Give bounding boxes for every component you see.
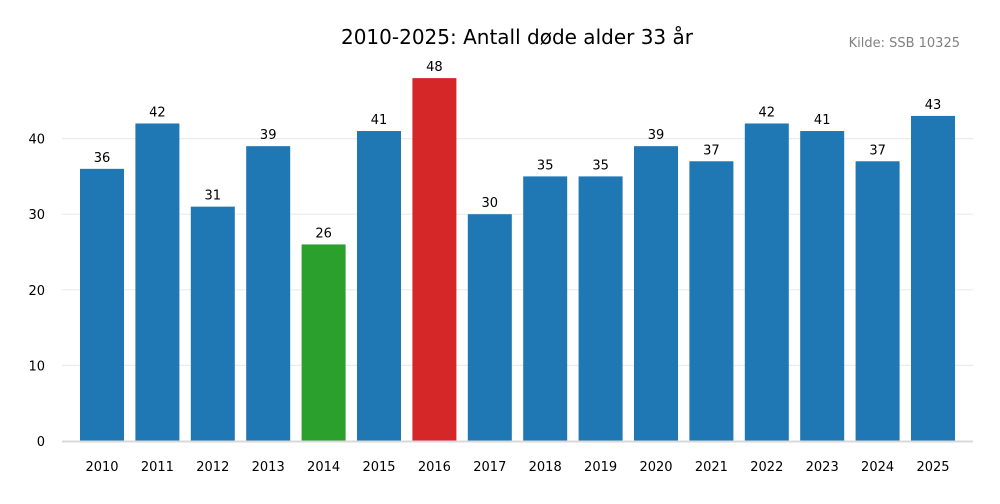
- x-tick-label-2022: 2022: [750, 460, 783, 475]
- y-tick-label: 30: [28, 208, 45, 223]
- bar-2019: [578, 176, 623, 441]
- y-tick-label: 0: [37, 435, 45, 450]
- bar-2017: [467, 214, 512, 441]
- value-label-2025: 43: [925, 98, 942, 113]
- value-label-2022: 42: [759, 105, 776, 120]
- x-tick-label-2024: 2024: [861, 460, 894, 475]
- value-label-2023: 41: [814, 113, 831, 128]
- value-label-2015: 41: [371, 113, 388, 128]
- y-tick-label: 40: [28, 133, 45, 148]
- x-tick-label-2011: 2011: [141, 460, 174, 475]
- x-tick-label-2018: 2018: [529, 460, 562, 475]
- x-tick-label-2021: 2021: [695, 460, 728, 475]
- x-tick-label-2019: 2019: [584, 460, 617, 475]
- x-tick-label-2017: 2017: [473, 460, 506, 475]
- value-label-2013: 39: [260, 128, 277, 143]
- bar-2013: [246, 146, 291, 441]
- bar-2014: [301, 244, 346, 441]
- bar-2015: [357, 131, 401, 442]
- y-tick-label: 20: [28, 284, 45, 299]
- x-tick-label-2010: 2010: [85, 460, 118, 475]
- bar-2022: [744, 123, 789, 441]
- bar-2023: [800, 131, 845, 442]
- value-label-2020: 39: [648, 128, 665, 143]
- bar-2016: [412, 78, 457, 442]
- data-labels: 36 42 31 39 26 41 48 30 35 35 39 37 42 41 37 43: [94, 60, 942, 241]
- x-tick-label-2023: 2023: [806, 460, 839, 475]
- x-tick-label-2014: 2014: [307, 460, 340, 475]
- bar-2011: [135, 123, 180, 441]
- y-axis-ticks: 0 10 20 30 40: [28, 133, 45, 450]
- bar-2021: [689, 161, 734, 441]
- value-label-2012: 31: [205, 189, 222, 204]
- y-tick-label: 10: [28, 359, 45, 374]
- x-tick-label-2012: 2012: [196, 460, 229, 475]
- value-label-2019: 35: [592, 158, 609, 173]
- value-label-2014: 26: [315, 226, 332, 241]
- value-label-2021: 37: [703, 143, 720, 158]
- bars: [80, 78, 955, 442]
- value-label-2017: 30: [482, 196, 499, 211]
- bar-2012: [190, 206, 235, 441]
- x-tick-label-2025: 2025: [916, 460, 949, 475]
- value-label-2011: 42: [149, 105, 166, 120]
- source-label: Kilde: SSB 10325: [849, 36, 960, 51]
- value-label-2024: 37: [869, 143, 886, 158]
- bar-2010: [80, 168, 124, 441]
- value-label-2018: 35: [537, 158, 554, 173]
- chart-title: 2010-2025: Antall døde alder 33 år: [341, 25, 694, 49]
- x-tick-label-2016: 2016: [418, 460, 451, 475]
- x-tick-label-2013: 2013: [252, 460, 285, 475]
- bar-2020: [634, 146, 678, 441]
- x-axis-ticks: 2010 2011 2012 2013 2014 2015 2016 2017 2018 2019…: [85, 460, 949, 475]
- bar-2018: [523, 176, 568, 441]
- value-label-2016: 48: [426, 60, 443, 75]
- value-label-2010: 36: [94, 151, 111, 166]
- x-tick-label-2015: 2015: [362, 460, 395, 475]
- bar-2025: [911, 115, 955, 442]
- bar-2024: [855, 161, 900, 441]
- x-tick-label-2020: 2020: [639, 460, 672, 475]
